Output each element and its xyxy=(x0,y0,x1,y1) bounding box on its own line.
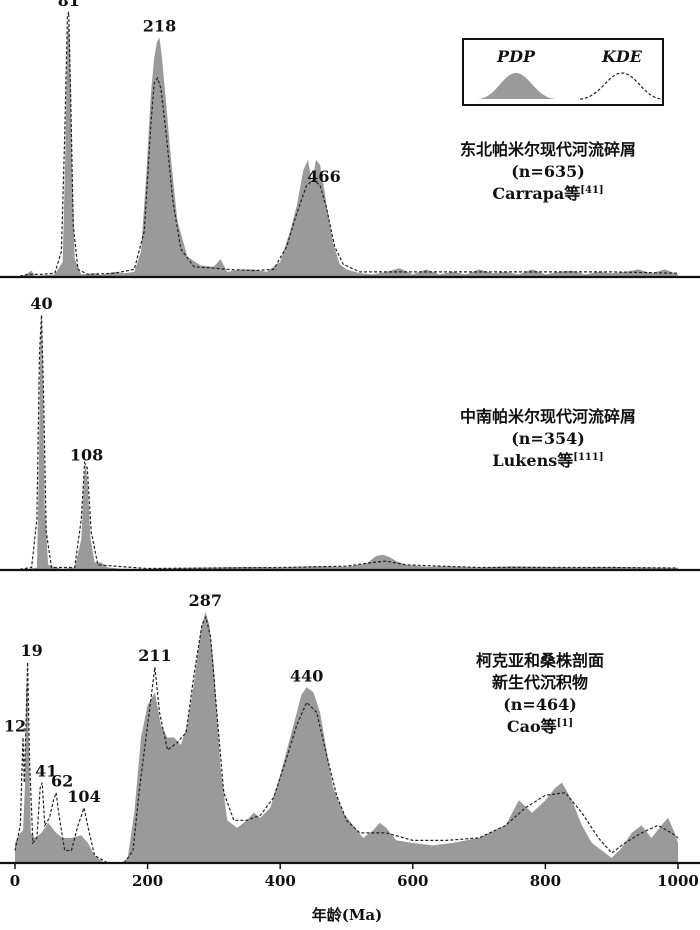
peak-label: 218 xyxy=(143,16,176,35)
peak-label: 19 xyxy=(20,641,42,660)
peak-label: 81 xyxy=(58,0,80,10)
x-tick-label: 200 xyxy=(132,872,163,890)
x-axis-ticks: 0 200 400 600 800 1000 xyxy=(10,863,699,890)
peak-label: 41 xyxy=(35,762,57,781)
legend: PDP KDE xyxy=(462,38,664,106)
annotation-author: Lukens等 xyxy=(492,451,573,470)
panel-ne-pamir: 81 218 466 xyxy=(0,0,700,279)
annotation-line: (n=464) xyxy=(503,695,577,714)
annotation-line: (n=354) xyxy=(511,429,585,448)
legend-label-kde: KDE xyxy=(601,47,643,66)
annotation-line: 中南帕米尔现代河流碎屑 xyxy=(460,407,636,426)
annotation-reference: [111] xyxy=(573,452,603,463)
peak-label: 108 xyxy=(70,446,103,465)
legend-label-pdp: PDP xyxy=(496,47,536,66)
annotation-reference: [1] xyxy=(557,718,573,729)
x-tick-label: 1000 xyxy=(657,872,699,890)
peak-label: 287 xyxy=(189,591,222,610)
kde-line xyxy=(14,11,679,278)
annotation-line: 新生代沉积物 xyxy=(492,673,588,692)
panel-sc-pamir: 40 108 xyxy=(0,294,700,572)
annotation-line: Cao等[1] xyxy=(507,717,573,736)
pdp-area xyxy=(15,612,678,863)
peak-label: 40 xyxy=(30,294,52,313)
peak-label: 466 xyxy=(307,167,340,186)
peak-label: 12 xyxy=(4,717,26,736)
x-tick-label: 0 xyxy=(10,872,20,890)
x-tick-label: 800 xyxy=(530,872,561,890)
panel-annotation-ne-pamir: 东北帕米尔现代河流碎屑 (n=635) Carrapa等[41] xyxy=(460,140,636,203)
legend-swatch-pdp xyxy=(478,73,556,99)
annotation-line: 东北帕米尔现代河流碎屑 xyxy=(460,140,636,159)
annotation-line: 柯克亚和桑株剖面 xyxy=(476,651,604,670)
annotation-author: Carrapa等 xyxy=(492,184,580,203)
legend-swatch-kde xyxy=(579,72,663,100)
kde-line xyxy=(14,615,679,864)
annotation-line: (n=635) xyxy=(511,162,585,181)
x-tick-label: 400 xyxy=(265,872,296,890)
kde-line xyxy=(14,314,679,571)
pdp-area xyxy=(15,320,678,570)
annotation-line: Lukens等[111] xyxy=(492,451,603,470)
peak-label: 440 xyxy=(290,666,323,685)
annotation-author: Cao等 xyxy=(507,717,557,736)
panel-annotation-keke-sangzhu: 柯克亚和桑株剖面 新生代沉积物 (n=464) Cao等[1] xyxy=(476,651,604,736)
panel-annotation-sc-pamir: 中南帕米尔现代河流碎屑 (n=354) Lukens等[111] xyxy=(460,407,636,470)
peak-label: 211 xyxy=(138,646,171,665)
x-tick-label: 600 xyxy=(397,872,428,890)
peak-label: 62 xyxy=(51,772,73,791)
annotation-line: Carrapa等[41] xyxy=(492,184,603,203)
annotation-reference: [41] xyxy=(580,185,603,196)
x-axis-title: 年龄(Ma) xyxy=(312,906,383,924)
peak-label: 104 xyxy=(67,787,100,806)
